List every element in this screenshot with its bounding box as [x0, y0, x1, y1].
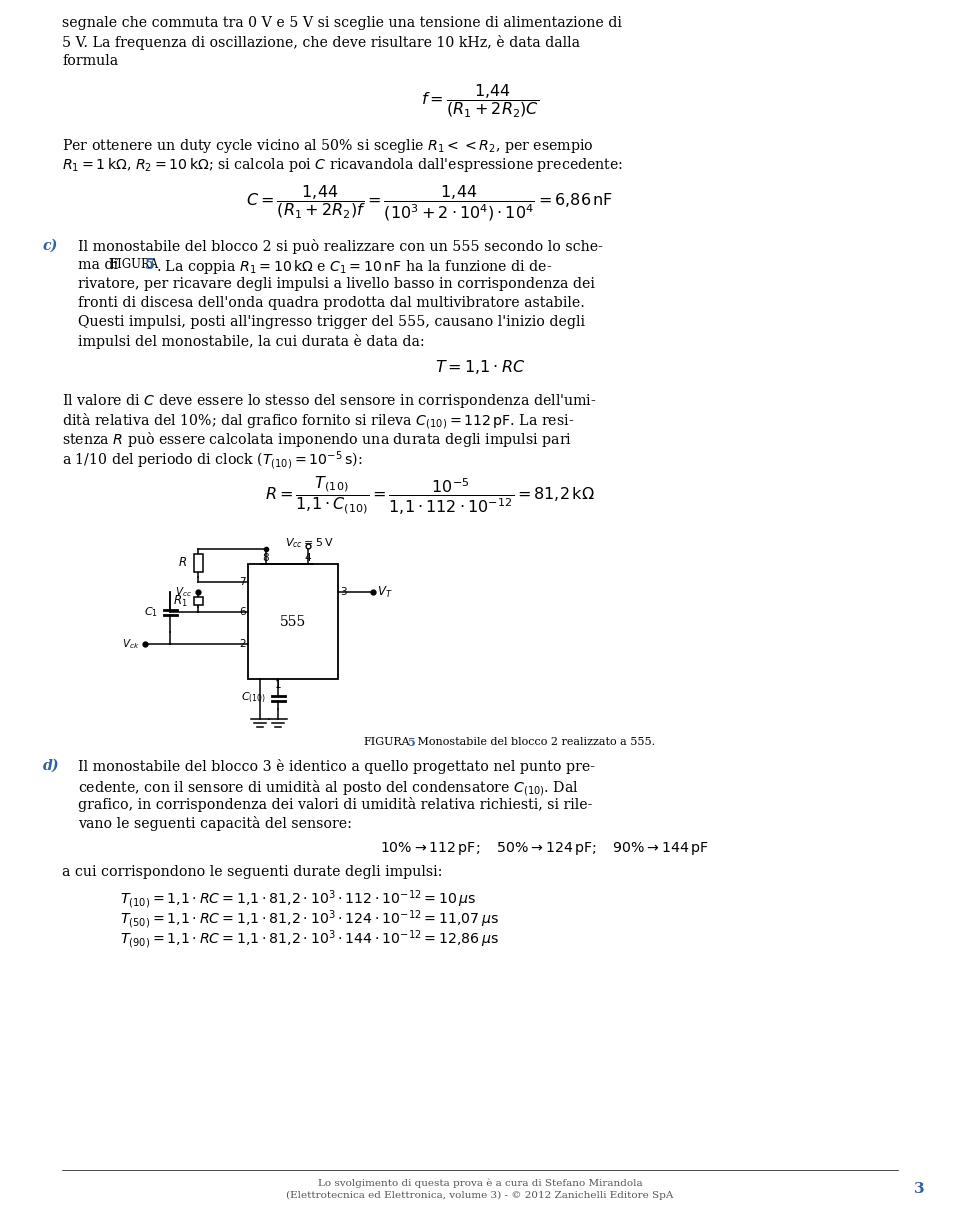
- Text: (Elettrotecnica ed Elettronica, volume 3) - © 2012 Zanichelli Editore SpA: (Elettrotecnica ed Elettronica, volume 3…: [286, 1191, 674, 1200]
- Text: stenza $R$ può essere calcolata imponendo una durata degli impulsi pari: stenza $R$ può essere calcolata imponend…: [62, 430, 572, 450]
- Text: segnale che commuta tra 0 V e 5 V si sceglie una tensione di alimentazione di: segnale che commuta tra 0 V e 5 V si sce…: [62, 16, 622, 30]
- Text: 4: 4: [304, 553, 311, 563]
- Text: formula: formula: [62, 53, 118, 68]
- Text: $V_T$: $V_T$: [377, 584, 393, 599]
- Text: cedente, con il sensore di umidità al posto del condensatore $C_{(10)}$. Dal: cedente, con il sensore di umidità al po…: [78, 778, 579, 798]
- Text: 6: 6: [239, 608, 246, 617]
- Text: $R_1$: $R_1$: [173, 593, 187, 609]
- Bar: [194, 554, 203, 572]
- Text: d): d): [43, 759, 60, 773]
- Text: $V_{cc}$: $V_{cc}$: [175, 586, 192, 599]
- Text: Il monostabile del blocco 2 si può realizzare con un 555 secondo lo sche-: Il monostabile del blocco 2 si può reali…: [78, 239, 603, 254]
- Text: 3: 3: [914, 1182, 925, 1196]
- Text: rivatore, per ricavare degli impulsi a livello basso in corrispondenza dei: rivatore, per ricavare degli impulsi a l…: [78, 277, 595, 292]
- Text: $V_{ck}$: $V_{ck}$: [123, 637, 140, 651]
- Text: $T = 1{,}1 \cdot RC$: $T = 1{,}1 \cdot RC$: [435, 358, 525, 375]
- Text: Il monostabile del blocco 3 è identico a quello progettato nel punto pre-: Il monostabile del blocco 3 è identico a…: [78, 759, 595, 774]
- Text: a cui corrispondono le seguenti durate degli impulsi:: a cui corrispondono le seguenti durate d…: [62, 865, 443, 878]
- Text: Per ottenere un duty cycle vicino al 50% si sceglie $R_1 << R_2$, per esempio: Per ottenere un duty cycle vicino al 50%…: [62, 137, 593, 156]
- Text: Monostabile del blocco 2 realizzato a 555.: Monostabile del blocco 2 realizzato a 55…: [414, 738, 655, 747]
- Text: Questi impulsi, posti all'ingresso trigger del 555, causano l'inizio degli: Questi impulsi, posti all'ingresso trigg…: [78, 315, 585, 329]
- Text: 5: 5: [407, 738, 415, 748]
- Text: dità relativa del 10%; dal grafico fornito si rileva $C_{(10)} = 112\,\mathrm{pF: dità relativa del 10%; dal grafico forni…: [62, 411, 574, 431]
- Bar: [194, 597, 203, 605]
- Text: 1: 1: [275, 680, 281, 690]
- Text: c): c): [43, 239, 59, 253]
- Text: $10\%\rightarrow 112\,\mathrm{pF};\quad 50\%\rightarrow 124\,\mathrm{pF};\quad 9: $10\%\rightarrow 112\,\mathrm{pF};\quad …: [380, 840, 708, 857]
- Text: . La coppia $R_1 = 10\,\mathrm{k\Omega}$ e $C_1 = 10\,\mathrm{nF}$ ha la funzion: . La coppia $R_1 = 10\,\mathrm{k\Omega}$…: [156, 258, 552, 276]
- Bar: [248, 564, 338, 679]
- Text: $R$: $R$: [179, 556, 187, 570]
- Text: impulsi del monostabile, la cui durata è data da:: impulsi del monostabile, la cui durata è…: [78, 334, 424, 349]
- Text: grafico, in corrispondenza dei valori di umidità relativa richiesti, si rile-: grafico, in corrispondenza dei valori di…: [78, 797, 592, 812]
- Text: 5 V. La frequenza di oscillazione, che deve risultare 10 kHz, è data dalla: 5 V. La frequenza di oscillazione, che d…: [62, 35, 580, 50]
- Text: $R_1 = 1\,\mathrm{k\Omega}$, $R_2 = 10\,\mathrm{k\Omega}$; si calcola poi $C$ ri: $R_1 = 1\,\mathrm{k\Omega}$, $R_2 = 10\,…: [62, 156, 623, 174]
- Text: Lo svolgimento di questa prova è a cura di Stefano Mirandola: Lo svolgimento di questa prova è a cura …: [318, 1179, 642, 1187]
- Text: $f = \dfrac{1{,}44}{(R_1 + 2R_2)C}$: $f = \dfrac{1{,}44}{(R_1 + 2R_2)C}$: [420, 83, 540, 120]
- Text: 7: 7: [239, 577, 246, 587]
- Text: $V_{cc} = 5\,\mathrm{V}$: $V_{cc} = 5\,\mathrm{V}$: [285, 536, 333, 550]
- Text: $C = \dfrac{1{,}44}{(R_1 + 2R_2)f} = \dfrac{1{,}44}{(10^3 + 2 \cdot 10^4) \cdot : $C = \dfrac{1{,}44}{(R_1 + 2R_2)f} = \df…: [247, 183, 613, 222]
- Text: $R = \dfrac{T_{(10)}}{1{,}1 \cdot C_{(10)}} = \dfrac{10^{-5}}{1{,}1 \cdot 112 \c: $R = \dfrac{T_{(10)}}{1{,}1 \cdot C_{(10…: [265, 475, 595, 518]
- Text: ma di: ma di: [78, 258, 123, 272]
- Text: Il valore di $C$ deve essere lo stesso del sensore in corrispondenza dell'umi-: Il valore di $C$ deve essere lo stesso d…: [62, 392, 596, 409]
- Text: $C_1$: $C_1$: [145, 605, 158, 618]
- Text: FIGURA: FIGURA: [363, 738, 410, 747]
- Text: $T_{(50)} = 1{,}1 \cdot RC = 1{,}1 \cdot 81{,}2 \cdot 10^3 \cdot 124 \cdot 10^{-: $T_{(50)} = 1{,}1 \cdot RC = 1{,}1 \cdot…: [120, 908, 499, 931]
- Text: $T_{(10)} = 1{,}1 \cdot RC = 1{,}1 \cdot 81{,}2 \cdot 10^3 \cdot 112 \cdot 10^{-: $T_{(10)} = 1{,}1 \cdot RC = 1{,}1 \cdot…: [120, 888, 476, 910]
- Text: $T_{(90)} = 1{,}1 \cdot RC = 1{,}1 \cdot 81{,}2 \cdot 10^3 \cdot 144 \cdot 10^{-: $T_{(90)} = 1{,}1 \cdot RC = 1{,}1 \cdot…: [120, 928, 499, 950]
- Text: 3: 3: [340, 587, 347, 597]
- Text: a 1/10 del periodo di clock ($T_{(10)} = 10^{-5}\,\mathrm{s}$):: a 1/10 del periodo di clock ($T_{(10)} =…: [62, 450, 363, 471]
- Text: 2: 2: [239, 639, 246, 649]
- Text: $C_{(10)}$: $C_{(10)}$: [241, 691, 267, 705]
- Text: FIGURA: FIGURA: [109, 258, 158, 271]
- Text: 555: 555: [280, 615, 306, 628]
- Text: 8: 8: [263, 553, 270, 563]
- Text: 5: 5: [145, 258, 155, 272]
- Text: vano le seguenti capacità del sensore:: vano le seguenti capacità del sensore:: [78, 816, 352, 831]
- Text: fronti di discesa dell'onda quadra prodotta dal multivibratore astabile.: fronti di discesa dell'onda quadra prodo…: [78, 296, 585, 310]
